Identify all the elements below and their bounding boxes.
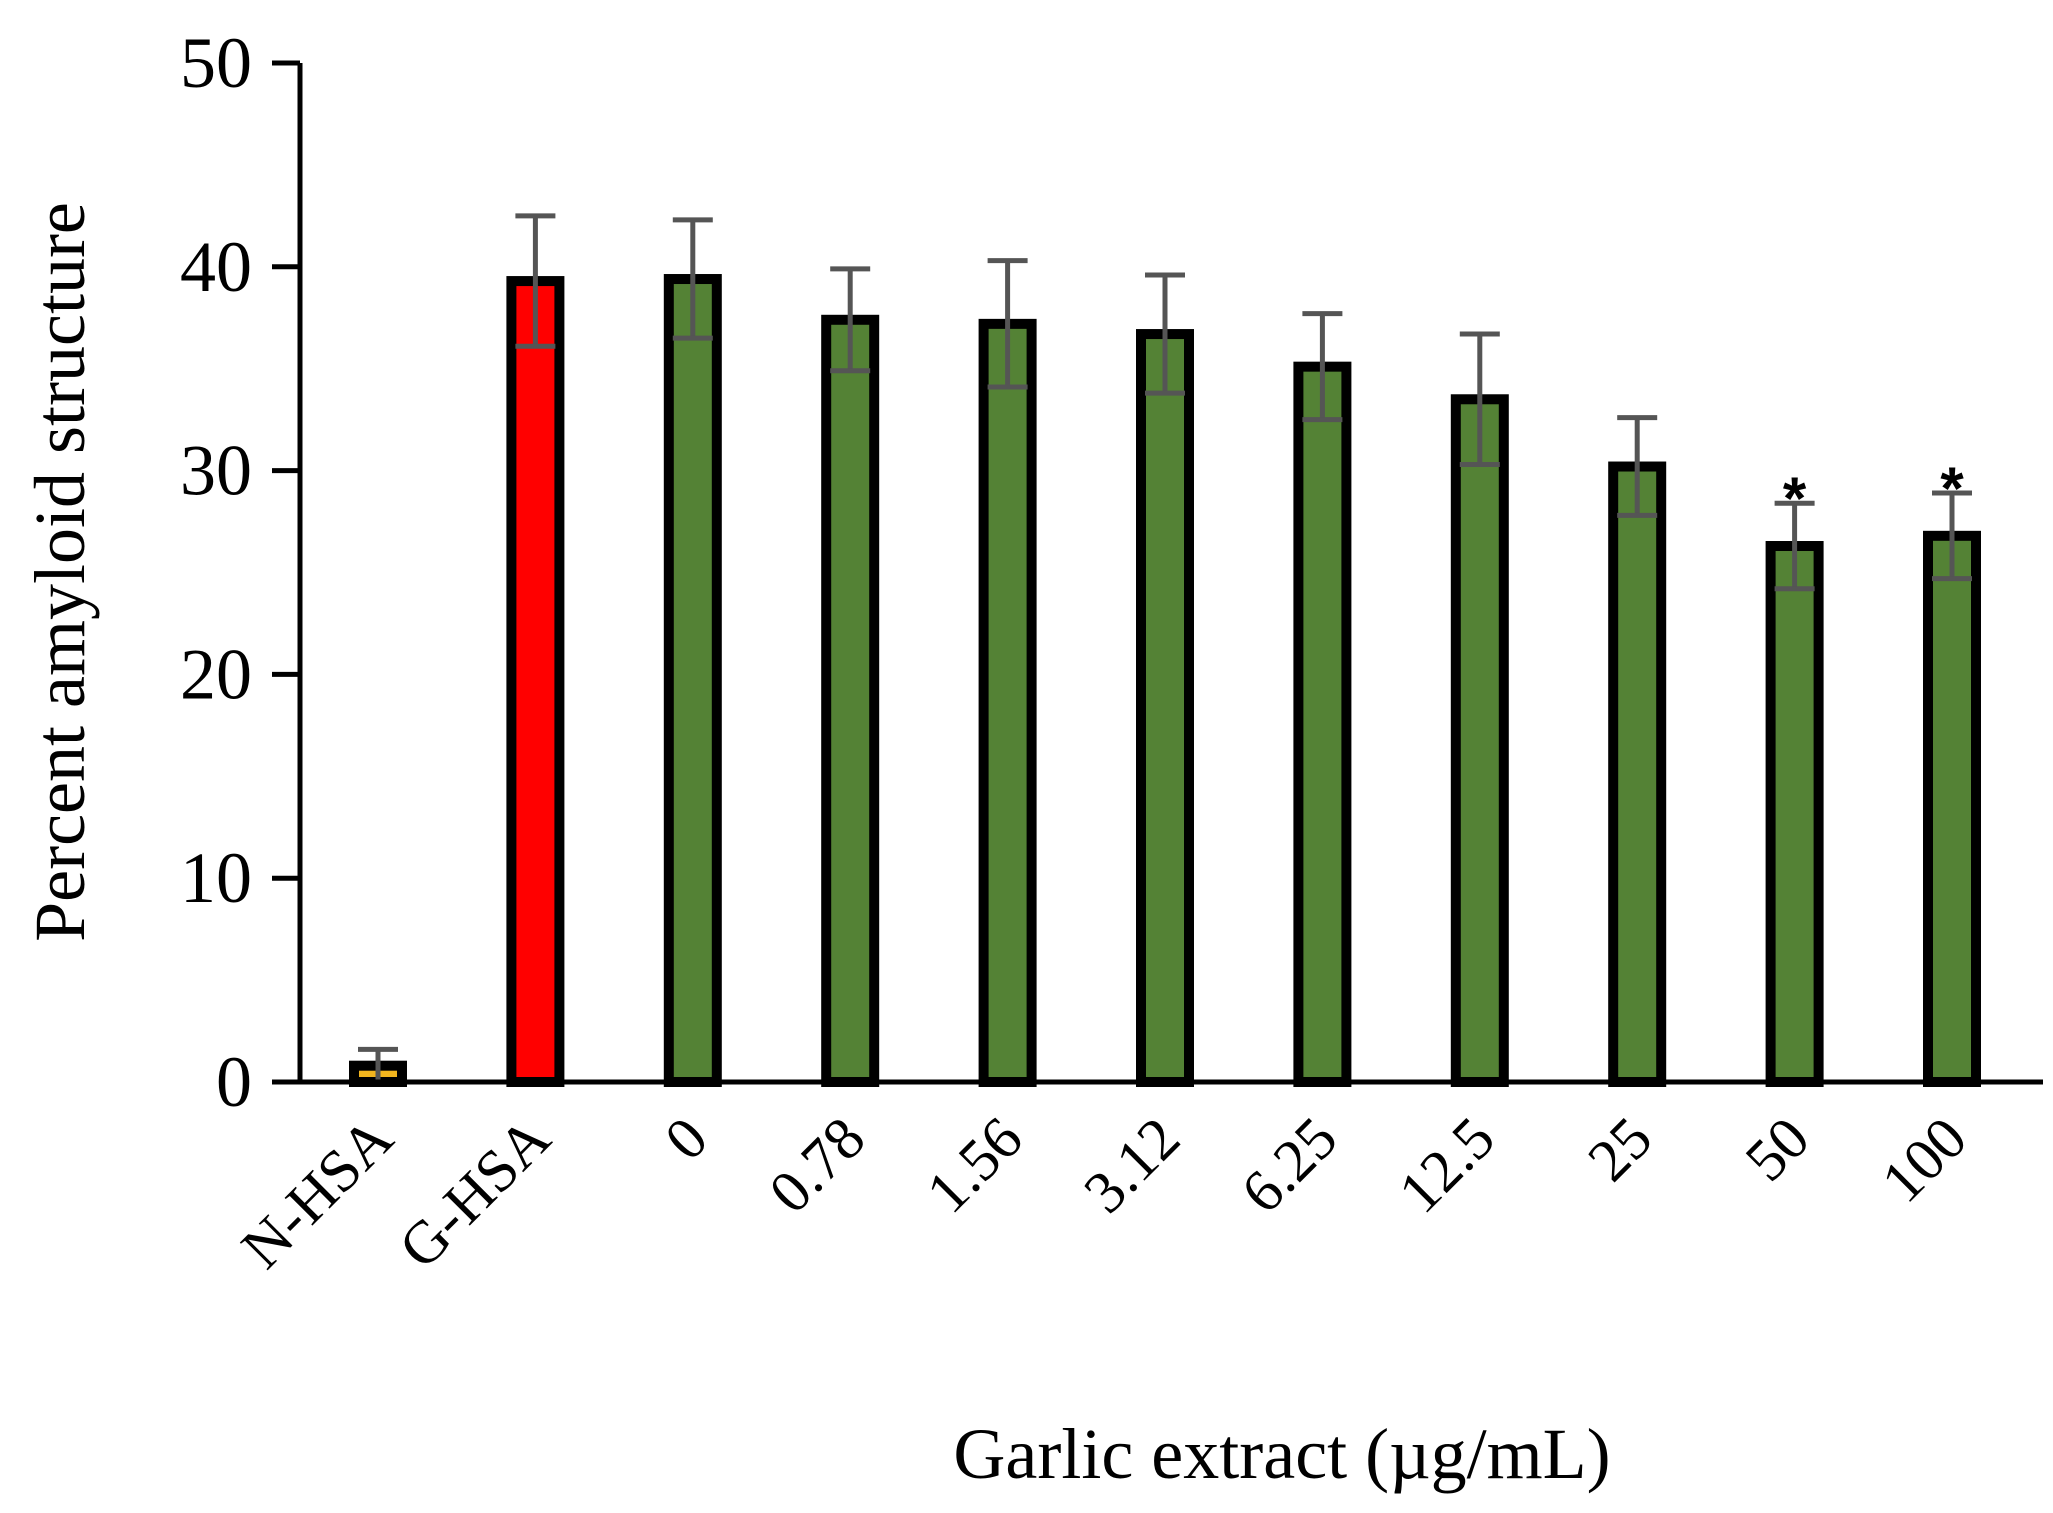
x-tick-label-0.78: 0.78 (756, 1105, 877, 1226)
x-tick-label-25: 25 (1575, 1105, 1664, 1194)
y-tick-label: 10 (180, 838, 252, 918)
x-tick-label-N-HSA: N-HSA (229, 1105, 405, 1281)
bar-3.12 (1136, 329, 1194, 1087)
x-tick-label-G-HSA: G-HSA (386, 1105, 562, 1281)
error-bar-0 (672, 217, 713, 341)
y-tick-label: 0 (216, 1042, 252, 1122)
x-tick-label-3.12: 3.12 (1071, 1105, 1192, 1226)
error-bar-50 (1774, 500, 1815, 592)
x-axis-title: Garlic extract (µg/mL) (953, 1414, 1610, 1494)
bar-100 (1923, 530, 1981, 1087)
axes-layer (272, 63, 2043, 1085)
bar-0.78 (821, 314, 880, 1087)
x-tick-label-50: 50 (1733, 1105, 1822, 1194)
bar-6.25 (1293, 361, 1352, 1087)
x-tick-label-0: 0 (652, 1105, 720, 1173)
significance-marker-50: * (1783, 465, 1807, 532)
x-tick-label-1.56: 1.56 (914, 1105, 1035, 1226)
x-tick-label-100: 100 (1869, 1105, 1979, 1215)
y-tick-label: 40 (180, 227, 252, 307)
bar-25 (1608, 461, 1667, 1087)
x-tick-label-6.25: 6.25 (1229, 1105, 1350, 1226)
bar-50 (1765, 541, 1824, 1087)
bar-0 (663, 274, 722, 1087)
bar-G-HSA (506, 276, 565, 1088)
error-bar-6.25 (1302, 311, 1343, 423)
bar-1.56 (978, 318, 1037, 1087)
error-bar-100 (1932, 490, 1972, 582)
y-tick-label: 20 (180, 634, 252, 714)
y-ticks-layer: 0 10 20 30 40 50 (180, 23, 300, 1122)
error-bar-1.56 (987, 258, 1028, 390)
x-tick-label-12.5: 12.5 (1386, 1105, 1507, 1226)
significance-marker-100: * (1940, 455, 1964, 522)
error-bar-G-HSA (515, 213, 556, 349)
bar-12.5 (1450, 394, 1509, 1087)
error-bar-25 (1617, 415, 1658, 518)
y-tick-label: 50 (180, 23, 252, 103)
error-bar-12.5 (1459, 331, 1500, 467)
y-tick-label: 30 (180, 431, 252, 511)
error-bar-0.78 (830, 266, 871, 374)
bars-layer (349, 274, 1981, 1088)
error-bar-3.12 (1145, 272, 1185, 396)
annotations-layer: * * (1783, 455, 1964, 532)
y-axis-title: Percent amyloid structure (20, 202, 100, 942)
